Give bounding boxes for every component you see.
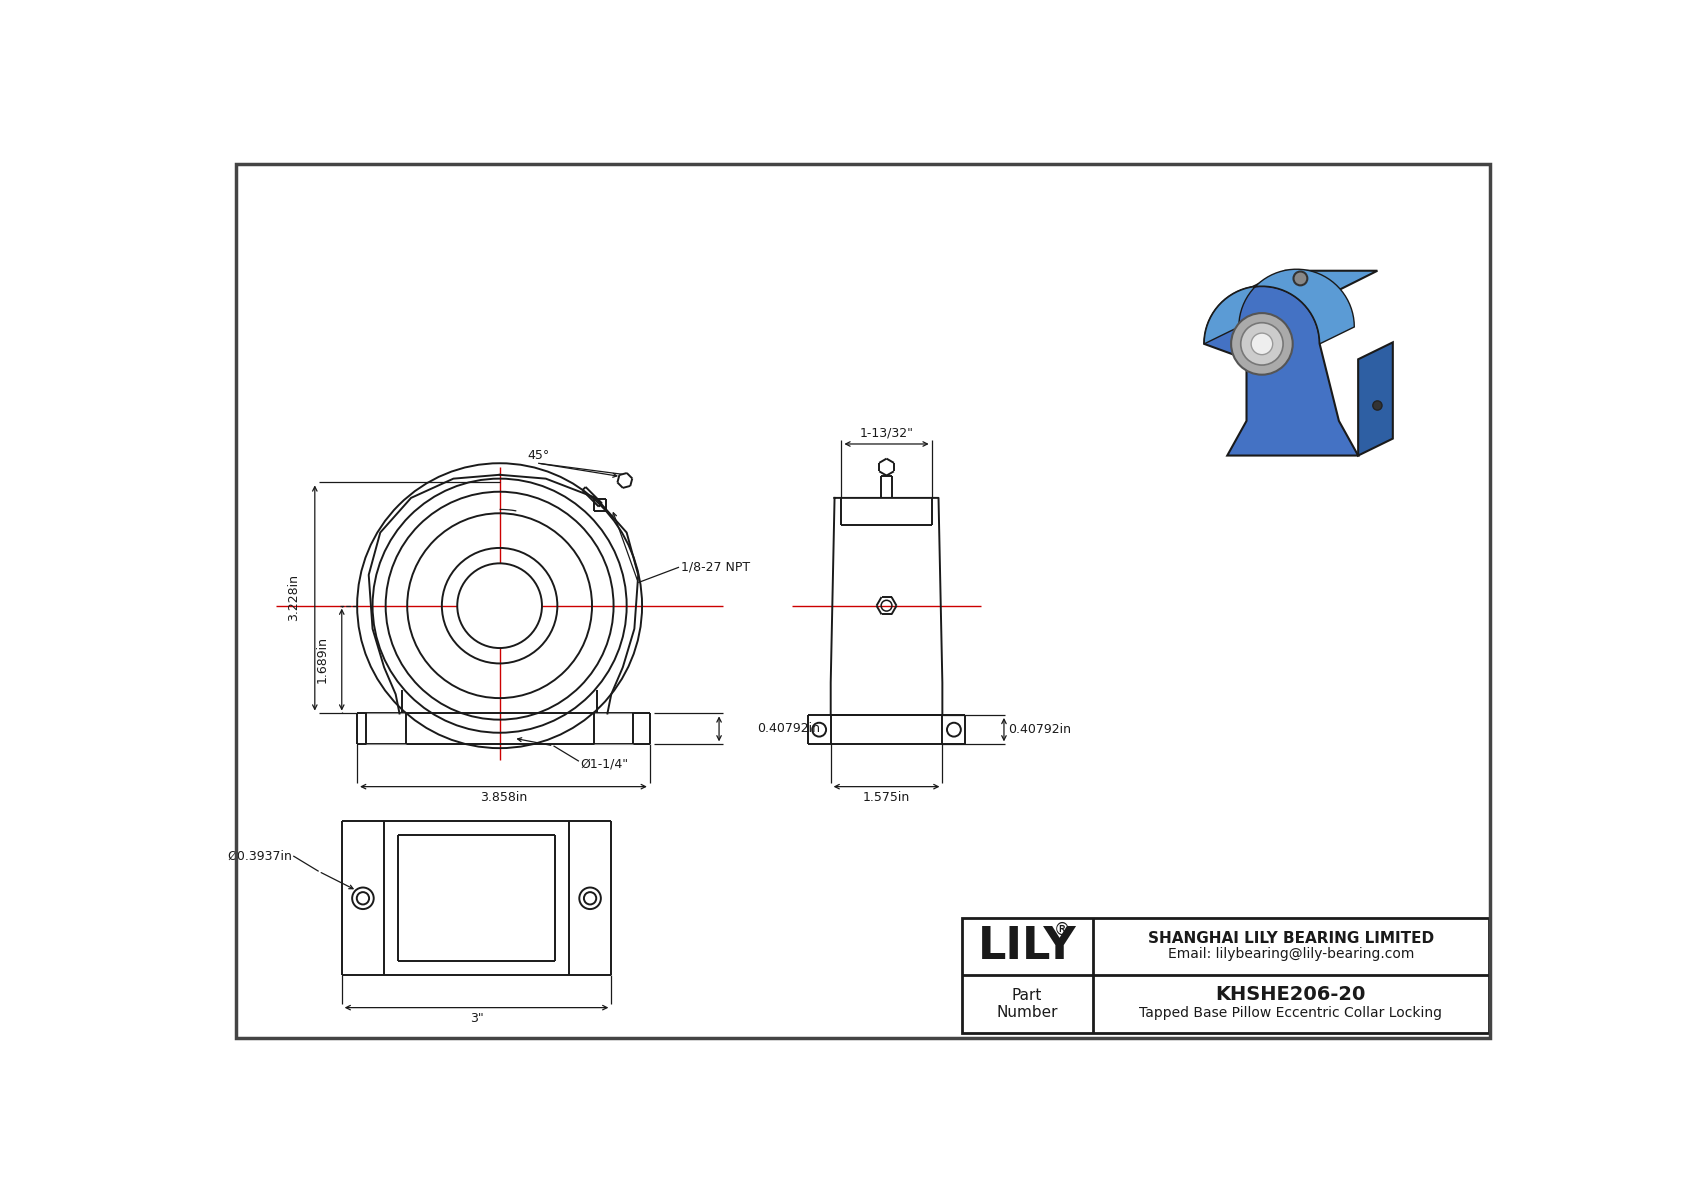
Polygon shape bbox=[1204, 269, 1354, 344]
Text: 1/8-27 NPT: 1/8-27 NPT bbox=[680, 561, 749, 574]
Text: LILY: LILY bbox=[978, 925, 1076, 968]
Polygon shape bbox=[1204, 286, 1359, 455]
Circle shape bbox=[458, 563, 542, 648]
Text: 1.575in: 1.575in bbox=[862, 791, 909, 804]
Text: Email: lilybearing@lily-bearing.com: Email: lilybearing@lily-bearing.com bbox=[1167, 947, 1415, 961]
Text: KHSHE206-20: KHSHE206-20 bbox=[1216, 985, 1366, 1004]
Circle shape bbox=[1372, 401, 1383, 410]
Text: SHANGHAI LILY BEARING LIMITED: SHANGHAI LILY BEARING LIMITED bbox=[1148, 931, 1433, 946]
Ellipse shape bbox=[1231, 313, 1293, 375]
Ellipse shape bbox=[1241, 323, 1283, 366]
Text: 0.40792in: 0.40792in bbox=[758, 723, 820, 735]
Polygon shape bbox=[1246, 270, 1378, 289]
Text: 0.40792in: 0.40792in bbox=[1007, 723, 1071, 736]
Circle shape bbox=[1293, 272, 1307, 286]
Text: 45°: 45° bbox=[527, 449, 549, 462]
Text: 1.689in: 1.689in bbox=[317, 636, 328, 684]
Polygon shape bbox=[1359, 342, 1393, 455]
Text: Part
Number: Part Number bbox=[997, 989, 1058, 1021]
Text: Ø0.3937in: Ø0.3937in bbox=[227, 849, 291, 862]
Text: Ø1-1/4": Ø1-1/4" bbox=[581, 757, 628, 771]
Text: 1-13/32": 1-13/32" bbox=[859, 426, 913, 439]
Bar bbox=[962, 917, 1489, 1033]
Text: Tapped Base Pillow Eccentric Collar Locking: Tapped Base Pillow Eccentric Collar Lock… bbox=[1140, 1006, 1442, 1021]
Text: 3.858in: 3.858in bbox=[480, 791, 527, 804]
Ellipse shape bbox=[1251, 333, 1273, 355]
Text: 3.228in: 3.228in bbox=[286, 574, 300, 622]
Text: ®: ® bbox=[1054, 921, 1071, 939]
Text: 3": 3" bbox=[470, 1012, 483, 1025]
